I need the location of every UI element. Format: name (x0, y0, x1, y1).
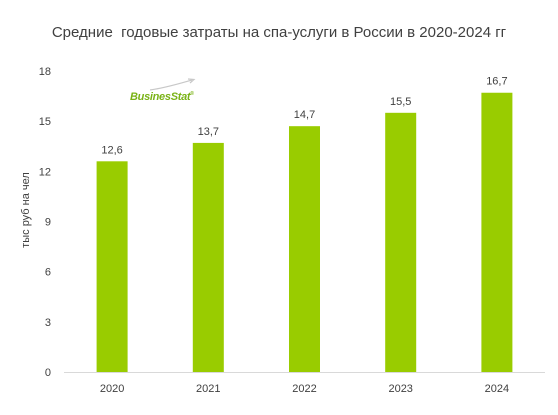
logo-text: BusinesStat® (130, 91, 194, 103)
data-label-2023: 15,5 (390, 96, 411, 108)
bars: 12,6 13,7 14,7 15,5 16,7 (96, 76, 513, 373)
y-axis-ticks: 0 3 6 9 12 15 18 (39, 66, 51, 379)
data-label-2024: 16,7 (486, 76, 507, 88)
x-tick-label: 2024 (485, 383, 509, 395)
data-label-2021: 13,7 (198, 126, 219, 138)
y-tick-label: 3 (45, 317, 51, 329)
y-tick-label: 0 (45, 367, 51, 379)
bar-2020 (96, 161, 128, 372)
data-label-2020: 12,6 (101, 144, 122, 156)
x-tick-label: 2022 (292, 383, 316, 395)
y-tick-label: 6 (45, 267, 51, 279)
y-tick-label: 9 (45, 217, 51, 229)
x-axis-ticks: 2020 2021 2022 2023 2024 (100, 383, 509, 395)
x-tick-label: 2023 (388, 383, 412, 395)
bar-2022 (289, 126, 320, 372)
y-tick-label: 15 (39, 116, 51, 128)
y-tick-label: 18 (39, 66, 51, 78)
businesstat-logo: BusinesStat® (130, 78, 210, 108)
bar-2021 (192, 142, 224, 372)
bar-2024 (481, 92, 513, 372)
x-tick-label: 2021 (196, 383, 220, 395)
logo-name: BusinesStat (130, 91, 191, 103)
data-label-2022: 14,7 (294, 109, 315, 121)
x-tick-label: 2020 (100, 383, 124, 395)
chart-title: Средние годовые затраты на спа-услуги в … (51, 24, 507, 41)
y-tick-label: 12 (39, 166, 51, 178)
logo-swoosh-icon (149, 78, 196, 91)
bar-2023 (385, 112, 417, 373)
logo-registered-mark: ® (190, 91, 194, 97)
